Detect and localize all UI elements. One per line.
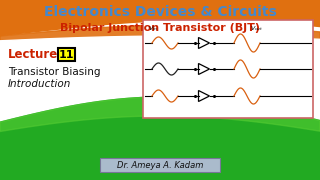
Text: 11: 11 — [59, 50, 74, 60]
Text: Transistor Biasing: Transistor Biasing — [8, 67, 100, 77]
Text: Dr. Ameya A. Kadam: Dr. Ameya A. Kadam — [117, 161, 203, 170]
FancyBboxPatch shape — [58, 48, 75, 61]
Bar — [143, 20, 313, 118]
Text: Introduction: Introduction — [8, 79, 71, 89]
FancyBboxPatch shape — [100, 158, 220, 172]
Text: Lecture: Lecture — [8, 48, 58, 60]
Text: $V_{out}$: $V_{out}$ — [250, 24, 264, 33]
Text: Electronics Devices & Circuits: Electronics Devices & Circuits — [44, 5, 276, 19]
Text: Bipolar Junction Transistor (BJT): Bipolar Junction Transistor (BJT) — [60, 23, 260, 33]
Text: $V_{in}$: $V_{in}$ — [148, 24, 158, 33]
